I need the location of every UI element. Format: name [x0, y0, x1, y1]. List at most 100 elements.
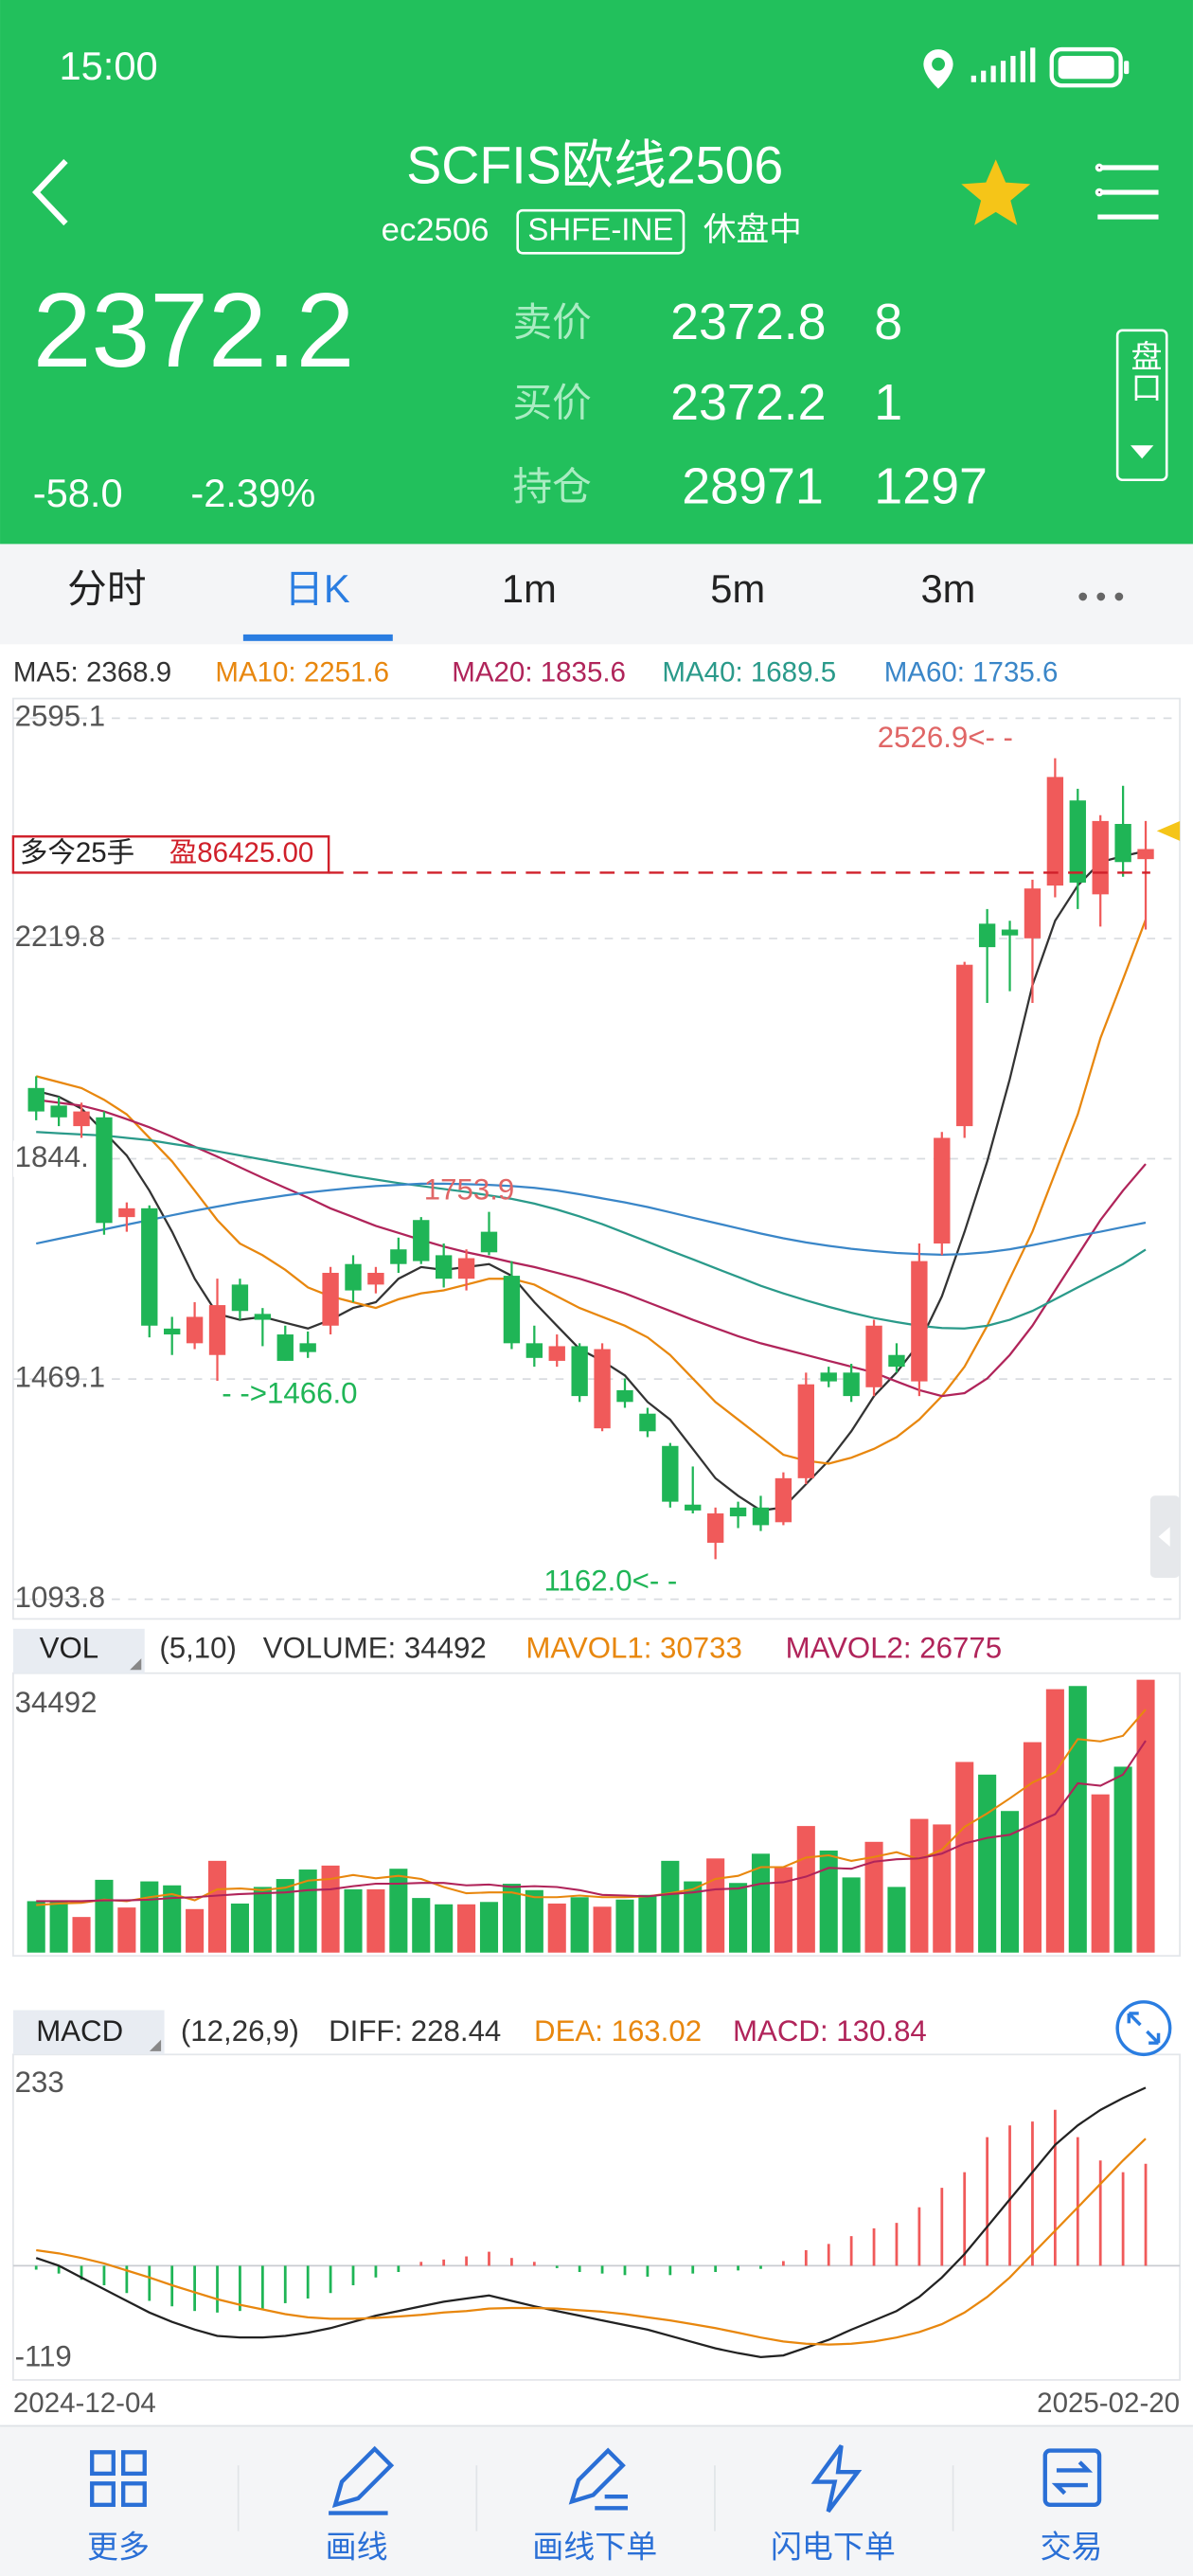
candle-body: [457, 1258, 475, 1279]
candle-body: [96, 1117, 113, 1224]
candle-body: [435, 1255, 453, 1279]
macd-line: [36, 2138, 1147, 2346]
toolbar-dividers: [237, 2465, 954, 2531]
candle-body: [480, 1231, 498, 1253]
candle-body: [571, 1346, 588, 1397]
toolbar-item[interactable]: 画线: [326, 2529, 388, 2564]
price-change: -58.0: [33, 471, 123, 515]
volume-bar: [615, 1899, 634, 1953]
legend-entry: MA20: 1835.6: [452, 656, 626, 688]
indicator-params: (12,26,9): [181, 2014, 299, 2048]
volume-bar: [796, 1826, 815, 1953]
quote-label: 卖价: [512, 300, 591, 345]
quote-volume: 1: [874, 374, 902, 431]
mavol-line: [36, 1740, 1147, 1903]
tab[interactable]: 分时: [67, 566, 146, 611]
y-tick-label: 2219.8: [15, 920, 106, 953]
candle-body: [299, 1343, 316, 1352]
volume-bar: [321, 1865, 340, 1953]
volume-bar: [253, 1887, 272, 1953]
depth-arrow: [1131, 445, 1154, 459]
y-tick-label: 1093.8: [15, 1581, 106, 1614]
candle-body: [706, 1513, 724, 1544]
volume-bar: [366, 1888, 385, 1953]
last-price-marker: [1156, 821, 1181, 841]
back-button[interactable]: [32, 158, 68, 226]
exchange: SHFE-INE: [527, 211, 673, 246]
candle-body: [1092, 820, 1109, 895]
volume-bar: [864, 1841, 883, 1953]
volume-bar: [1068, 1686, 1087, 1953]
volume-bar: [819, 1850, 838, 1953]
volume-bar: [1113, 1766, 1132, 1953]
tab-bar-bg: [0, 544, 1193, 645]
price-annotation: 1753.9: [424, 1172, 515, 1206]
position-box: [11, 835, 330, 874]
y-tick-label: -119: [15, 2340, 72, 2373]
depth-button[interactable]: 盘口: [1127, 340, 1162, 402]
candle-body: [911, 1261, 928, 1382]
volume-bar: [751, 1853, 771, 1953]
candle-body: [1024, 888, 1042, 939]
volume-bar: [525, 1889, 543, 1953]
volume-bar: [117, 1907, 136, 1953]
expand-button[interactable]: [1115, 2000, 1172, 2057]
toolbar-bg: [0, 2425, 1193, 2576]
candle-body: [594, 1349, 611, 1429]
ma-line: [36, 1131, 1147, 1330]
toolbar-item[interactable]: 交易: [1041, 2529, 1103, 2564]
ma-line: [35, 919, 1148, 1465]
candle-body: [1137, 849, 1154, 860]
mavol-line: [36, 1708, 1147, 1906]
trading-status: 休盘中: [703, 211, 802, 248]
vol-label-bg: [12, 1628, 145, 1673]
toolbar-item[interactable]: 画线下单: [532, 2529, 657, 2564]
volume-bar: [1045, 1689, 1064, 1953]
volume-bar: [457, 1904, 476, 1953]
volume-bar: [230, 1903, 249, 1953]
tick-label-bg: [12, 1140, 99, 1177]
volume-bar: [1000, 1811, 1020, 1953]
ma-line: [35, 850, 1147, 1512]
candle-body: [639, 1413, 656, 1432]
header-bg: [0, 0, 1193, 545]
candle-body: [345, 1263, 362, 1291]
volume-bar: [1091, 1794, 1110, 1953]
position-label: 多今25手: [20, 837, 134, 868]
volume-bar: [547, 1903, 566, 1953]
tab[interactable]: 5m: [710, 566, 765, 611]
volume-bar: [933, 1824, 952, 1953]
candle-body: [978, 923, 996, 948]
depth-button-frame[interactable]: [1115, 329, 1168, 482]
more-tabs[interactable]: [1078, 592, 1124, 601]
tab[interactable]: 1m: [502, 566, 557, 611]
side-handle-arrow: [1158, 1527, 1170, 1547]
instrument-title: SCFIS欧线2506: [406, 135, 783, 194]
candle-body: [141, 1208, 158, 1326]
legend-entry: MA60: 1735.6: [884, 656, 1059, 688]
tab[interactable]: 日K: [284, 566, 350, 611]
y-tick-label: 233: [15, 2066, 64, 2099]
volume-bar: [638, 1894, 657, 1953]
macd-frame: [12, 2053, 1181, 2381]
tab[interactable]: 3m: [920, 566, 975, 611]
candle-body: [1114, 823, 1131, 863]
favorite-star[interactable]: [961, 159, 1031, 225]
candle-body: [503, 1276, 521, 1344]
volume-bar: [910, 1818, 929, 1953]
legend-entry: MA5: 2368.9: [13, 656, 171, 688]
tab-underline: [242, 634, 393, 641]
candle-body: [50, 1105, 67, 1118]
legend-entry: MA40: 1689.5: [662, 656, 836, 688]
menu-button[interactable]: [1095, 163, 1159, 220]
toolbar-item[interactable]: 更多: [87, 2529, 150, 2564]
macd-line: [35, 2086, 1147, 2358]
candle-body: [820, 1372, 837, 1382]
volume-bar: [140, 1881, 159, 1953]
candle-body: [729, 1507, 747, 1517]
toolbar-item[interactable]: 闪电下单: [771, 2529, 896, 2564]
volume-bar: [842, 1877, 861, 1953]
y-tick-label: 1844.: [15, 1140, 89, 1173]
macd-label-bg: [12, 2010, 165, 2055]
